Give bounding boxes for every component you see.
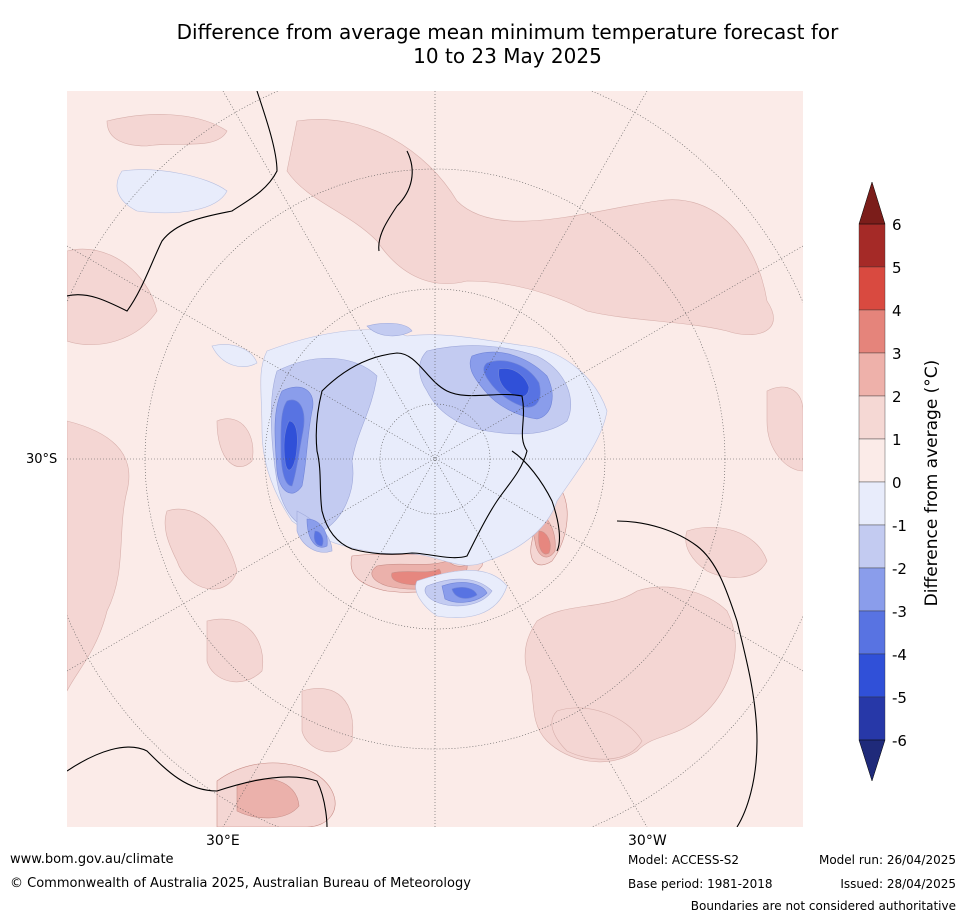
colorbar-block [858,567,886,612]
copyright-text: © Commonwealth of Australia 2025, Austra… [10,876,471,891]
colorbar-bottom-arrow [858,739,886,782]
australia-coastline [67,91,278,312]
model-name: Model: ACCESS-S2 [628,853,740,867]
title-line-1: Difference from average mean minimum tem… [176,20,839,44]
new-zealand-south [378,205,398,252]
colorbar-block [858,653,886,698]
colorbar-block [858,395,886,440]
forecast-map [67,91,803,827]
colorbar-block [858,223,886,268]
south-america-coastline [616,520,758,827]
colorbar-block [858,309,886,354]
colorbar-tick-label: -5 [892,689,907,707]
colorbar-tick-label: -3 [892,603,907,621]
lon-label-30e: 30°E [206,833,240,849]
colorbar-tick-label: 6 [892,216,902,234]
colorbar-tick-label: 1 [892,431,902,449]
colorbar-blocks [858,223,886,741]
graticule [67,91,803,827]
colorbar-block [858,524,886,569]
colorbar-tick-label: 3 [892,345,902,363]
colorbar-tick-label: -6 [892,732,907,750]
colorbar-ticks: 6 5 4 3 2 1 0 -1 -2 -3 -4 -5 -6 [892,216,907,750]
new-zealand-north [396,150,413,207]
lat-label-30s: 30°S [26,452,58,467]
antarctic-peninsula [511,450,561,552]
model-run-date: Model run: 26/04/2025 [818,853,956,867]
issued-date: Issued: 28/04/2025 [840,877,956,891]
colorbar-tick-label: -4 [892,646,907,664]
colorbar: 6 5 4 3 2 1 0 -1 -2 -3 -4 -5 -6 [858,181,907,782]
colorbar-tick-label: 0 [892,474,902,492]
base-period: Base period: 1981-2018 [628,877,773,891]
antarctica-coastline [315,352,528,559]
colorbar-tick-label: 4 [892,302,902,320]
colorbar-tick-label: -1 [892,517,907,535]
cold-anomaly-strong [274,351,553,603]
colorbar-block [858,438,886,483]
colorbar-block [858,266,886,311]
colorbar-block [858,352,886,397]
colorbar-tick-label: -2 [892,560,907,578]
africa-coastline [67,746,328,827]
boundary-disclaimer: Boundaries are not considered authoritat… [690,899,956,913]
colorbar-block [858,696,886,741]
coastlines [67,91,758,827]
colorbar-top-arrow [858,181,886,225]
colorbar-tick-label: 2 [892,388,902,406]
colorbar-title: Difference from average (°C) [922,359,942,607]
title-line-2: 10 to 23 May 2025 [413,44,602,68]
colorbar-tick-label: 5 [892,259,902,277]
lon-label-30w: 30°W [628,833,667,849]
warm-anomaly-africa [216,762,336,827]
colorbar-block [858,481,886,526]
colorbar-block [858,610,886,655]
map-title: Difference from average mean minimum tem… [60,20,955,68]
website-url[interactable]: www.bom.gov.au/climate [10,852,174,867]
